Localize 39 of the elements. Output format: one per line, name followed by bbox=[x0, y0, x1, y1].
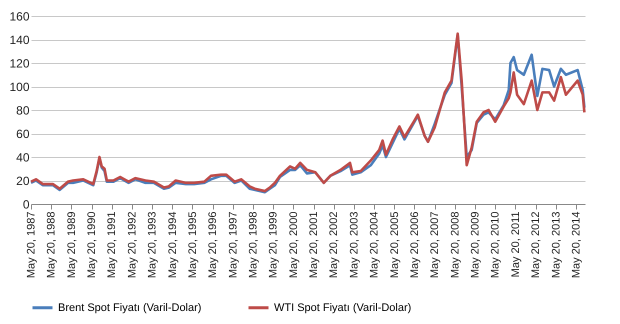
x-tick-label: May 20, 2012 bbox=[530, 212, 542, 278]
x-tick-label: May 20, 2006 bbox=[408, 212, 421, 278]
y-tick-label: 20 bbox=[16, 174, 30, 188]
x-tick-label: May 20, 1989 bbox=[66, 212, 78, 278]
x-tick-label: May 20, 2013 bbox=[550, 212, 562, 278]
legend-label: Brent Spot Fiyatı (Varil-Dolar) bbox=[58, 302, 202, 314]
y-tick-label: 0 bbox=[22, 198, 30, 212]
x-tick-label: May 20, 2010 bbox=[490, 212, 502, 278]
x-tick-label: May 20, 1999 bbox=[268, 212, 280, 278]
x-tick-label: May 20, 1990 bbox=[86, 212, 98, 278]
x-tick-label: May 20, 2011 bbox=[510, 212, 522, 278]
x-tick-label: May 20, 2008 bbox=[449, 212, 462, 278]
x-tick-label: May 20, 2000 bbox=[288, 212, 300, 278]
y-tick-label: 80 bbox=[16, 104, 30, 118]
x-tick-label: May 20, 1995 bbox=[186, 212, 199, 278]
y-tick-label: 60 bbox=[16, 127, 30, 141]
x-tick-label: May 20, 1988 bbox=[46, 212, 58, 278]
x-tick-label: May 20, 1991 bbox=[106, 212, 118, 278]
x-tick-label: May 20, 1993 bbox=[146, 212, 159, 278]
x-tick-label: May 20, 1987 bbox=[26, 212, 38, 278]
y-tick-label: 120 bbox=[9, 56, 30, 70]
x-tick-label: May 20, 2001 bbox=[308, 212, 320, 278]
x-tick-label: May 20, 2007 bbox=[429, 212, 442, 278]
x-tick-label: May 20, 1994 bbox=[166, 212, 179, 278]
x-tick-label: May 20, 2005 bbox=[388, 212, 401, 278]
y-tick-label: 40 bbox=[16, 150, 30, 164]
y-tick-label: 160 bbox=[9, 10, 30, 24]
y-tick-label: 140 bbox=[9, 33, 30, 47]
x-tick-label: May 20, 1997 bbox=[227, 212, 240, 278]
x-tick-label: May 20, 2009 bbox=[470, 212, 482, 278]
x-tick-label: May 20, 1998 bbox=[248, 212, 260, 278]
y-tick-label: 100 bbox=[9, 80, 30, 94]
legend-label: WTI Spot Fiyatı (Varil-Dolar) bbox=[274, 302, 412, 314]
x-tick-label: May 20, 2004 bbox=[368, 212, 381, 278]
x-tick-label: May 20, 2002 bbox=[328, 212, 340, 278]
x-tick-label: May 20, 1992 bbox=[126, 212, 138, 278]
x-tick-label: May 20, 1996 bbox=[207, 212, 220, 278]
x-tick-label: May 20, 2003 bbox=[348, 212, 360, 278]
x-tick-label: May 20, 2014 bbox=[570, 212, 582, 278]
